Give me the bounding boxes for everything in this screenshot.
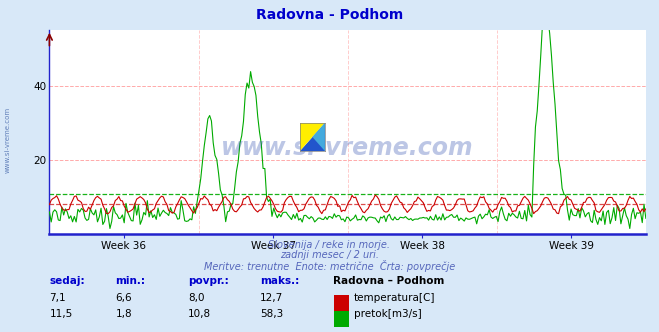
Text: 58,3: 58,3 xyxy=(260,309,283,319)
Text: povpr.:: povpr.: xyxy=(188,276,229,286)
Polygon shape xyxy=(312,123,325,151)
Text: min.:: min.: xyxy=(115,276,146,286)
Text: temperatura[C]: temperatura[C] xyxy=(354,293,436,303)
Polygon shape xyxy=(300,123,325,151)
Text: 12,7: 12,7 xyxy=(260,293,283,303)
Text: 6,6: 6,6 xyxy=(115,293,132,303)
Text: www.si-vreme.com: www.si-vreme.com xyxy=(221,136,474,160)
Polygon shape xyxy=(300,123,325,151)
Text: zadnji mesec / 2 uri.: zadnji mesec / 2 uri. xyxy=(280,250,379,260)
Text: www.si-vreme.com: www.si-vreme.com xyxy=(5,106,11,173)
Text: sedaj:: sedaj: xyxy=(49,276,85,286)
Text: 11,5: 11,5 xyxy=(49,309,72,319)
Text: 10,8: 10,8 xyxy=(188,309,211,319)
Text: 8,0: 8,0 xyxy=(188,293,204,303)
Text: Radovna - Podhom: Radovna - Podhom xyxy=(256,8,403,22)
Text: 1,8: 1,8 xyxy=(115,309,132,319)
Text: maks.:: maks.: xyxy=(260,276,300,286)
Text: Radovna – Podhom: Radovna – Podhom xyxy=(333,276,444,286)
Text: Slovenija / reke in morje.: Slovenija / reke in morje. xyxy=(268,240,391,250)
Text: Meritve: trenutne  Enote: metrične  Črta: povprečje: Meritve: trenutne Enote: metrične Črta: … xyxy=(204,260,455,272)
Text: 7,1: 7,1 xyxy=(49,293,66,303)
Text: pretok[m3/s]: pretok[m3/s] xyxy=(354,309,422,319)
